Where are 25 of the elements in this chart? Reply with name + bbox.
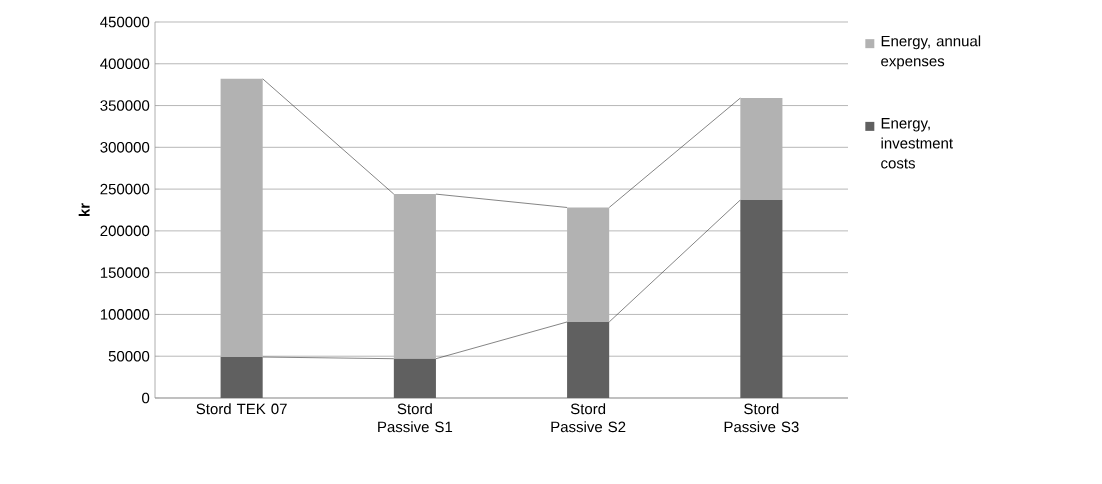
y-tick-label: 300000 <box>100 142 150 153</box>
legend-label: Energy, investment costs <box>881 118 953 169</box>
bar <box>567 321 610 398</box>
bar <box>393 194 436 359</box>
y-tick-label: 100000 <box>100 309 150 320</box>
y-tick-label: 350000 <box>100 100 150 111</box>
legend-label: Energy, annual expenses <box>881 35 981 70</box>
x-tick-label: Stord Passive S2 <box>551 403 626 433</box>
y-tick-label: 450000 <box>100 16 150 28</box>
bar <box>740 199 783 398</box>
y-tick-label: 250000 <box>100 183 150 195</box>
y-tick-label: 400000 <box>100 58 150 70</box>
bar <box>740 98 783 200</box>
bar <box>220 357 263 398</box>
x-tick-label: Stord Passive S3 <box>724 403 799 433</box>
bar <box>567 207 610 322</box>
y-tick-label: 50000 <box>108 350 150 362</box>
x-tick-label: Stord Passive S1 <box>378 403 453 433</box>
bar <box>220 78 263 358</box>
y-tick-label: 0 <box>142 392 150 404</box>
x-tick-label: Stord TEK 07 <box>196 403 287 415</box>
y-axis-title: kr <box>78 203 90 217</box>
y-tick-label: 200000 <box>100 225 150 237</box>
bar <box>393 358 436 398</box>
y-tick-label: 150000 <box>100 267 150 278</box>
